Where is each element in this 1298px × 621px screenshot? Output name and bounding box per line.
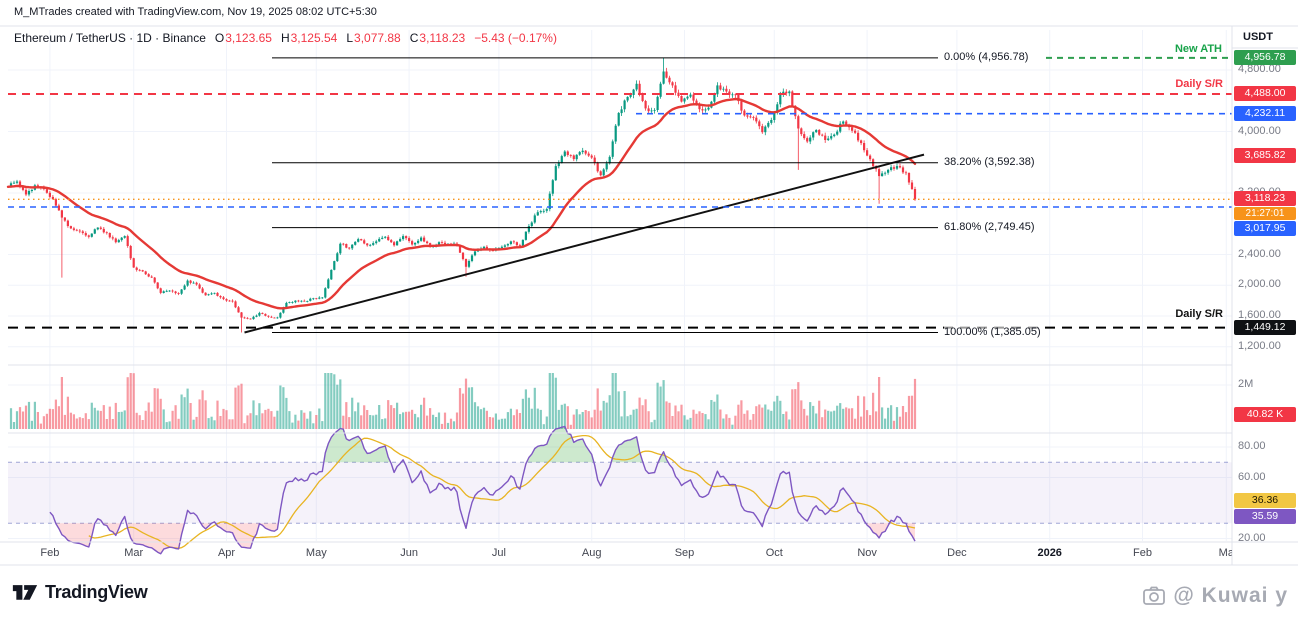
attribution-text: M_MTrades created with TradingView.com, … [14,6,377,18]
price-countdown-badge: 21:27:01 [1234,207,1296,221]
price-badge-daily-sr-upper-price: 4,488.00 [1234,85,1296,101]
change-value: −5.43 (−0.17%) [474,31,557,45]
price-axis-tick: 1,200.00 [1238,339,1281,352]
time-axis-month: Sep [674,547,695,559]
volume-badge: 40.82 K [1234,407,1296,422]
watermark-text: @ Kuwai y [1173,584,1288,607]
badge-rsi-ma-value: 36.36 [1234,493,1296,508]
time-axis-month: Mar [124,547,144,559]
rsi-axis-tick: 80.00 [1238,440,1266,452]
price-axis-tick: 4,000.00 [1238,124,1281,137]
fib-label: 61.80% (2,749.45) [944,220,1035,233]
price-badge-new-ath-price: 4,956.78 [1234,49,1296,65]
time-axis-month: Feb [40,547,60,559]
symbol-legend: Ethereum / TetherUS · 1D · Binance O3,123… [14,31,557,45]
time-axis-month: Aug [581,547,602,559]
time-axis-month: Nov [857,547,877,559]
volume-axis-tick: 2M [1238,378,1254,390]
price-badge-last-price: 3,118.23 [1234,191,1296,207]
fib-label: 100.00% (1,385.05) [944,325,1041,338]
fib-label: 0.00% (4,956.78) [944,50,1029,63]
badge-rsi-value: 35.59 [1234,509,1296,524]
ohlc-value: 3,123.65 [225,31,272,45]
price-axis-tick: 4,800.00 [1238,63,1281,75]
price-axis-tick: 1,600.00 [1238,309,1281,321]
price-axis-currency-label: USDT [1243,31,1273,43]
daily-sr-lower-label: Daily S/R [1175,308,1223,320]
time-axis-month: 2026 [1037,547,1062,559]
time-axis[interactable]: Feb Mar Apr May Jun Jul Aug Sep Oct Nov Dec 2026 Feb… [0,547,1232,563]
time-axis-month: Oct [765,547,783,559]
price-badge-ma-value: 3,685.82 [1234,147,1296,163]
time-axis-month: Dec [947,547,967,559]
rsi-axis-tick: 20.00 [1238,531,1266,544]
ohlc-key: L [346,31,354,45]
time-axis-month: Apr [217,547,236,559]
camera-icon [1143,586,1166,605]
ohlc-value: 3,077.88 [354,31,401,45]
tradingview-logo[interactable]: TradingView [12,581,148,603]
symbol-title[interactable]: Ethereum / TetherUS · 1D · Binance [14,31,206,45]
ohlc-value: 3,118.23 [419,31,466,45]
price-axis-tick: 2,000.00 [1238,278,1281,291]
rsi-axis-tick: 60.00 [1238,470,1266,483]
fib-label: 38.20% (3,592.38) [944,155,1035,168]
price-badge-upper-blue-level: 4,232.11 [1234,105,1296,121]
price-axis-tick: 2,400.00 [1238,247,1281,260]
ohlc-values: O3,123.65 H3,125.54 L3,077.88 C3,118.23 [206,31,465,45]
time-axis-month: Ma [1218,547,1232,559]
time-axis-month: May [305,547,327,559]
watermark: @ Kuwai y [1142,584,1288,608]
tradingview-logo-icon [12,585,38,600]
ohlc-value: 3,125.54 [290,31,338,45]
new-ath-label: New ATH [1174,43,1222,55]
ohlc-key: H [280,31,290,45]
time-axis-month: Jun [400,547,418,559]
price-badge-lower-blue-level: 3,017.95 [1234,221,1296,236]
chart-canvas[interactable] [0,0,1298,566]
time-axis-month: Feb [1133,547,1152,559]
daily-sr-upper-label: Daily S/R [1175,78,1223,90]
tradingview-logo-text: TradingView [45,581,148,602]
ohlc-key: C [409,31,419,45]
ohlc-key: O [214,31,225,45]
time-axis-month: Jul [491,547,506,559]
price-badge-daily-sr-lower-price: 1,449.12 [1234,319,1296,335]
